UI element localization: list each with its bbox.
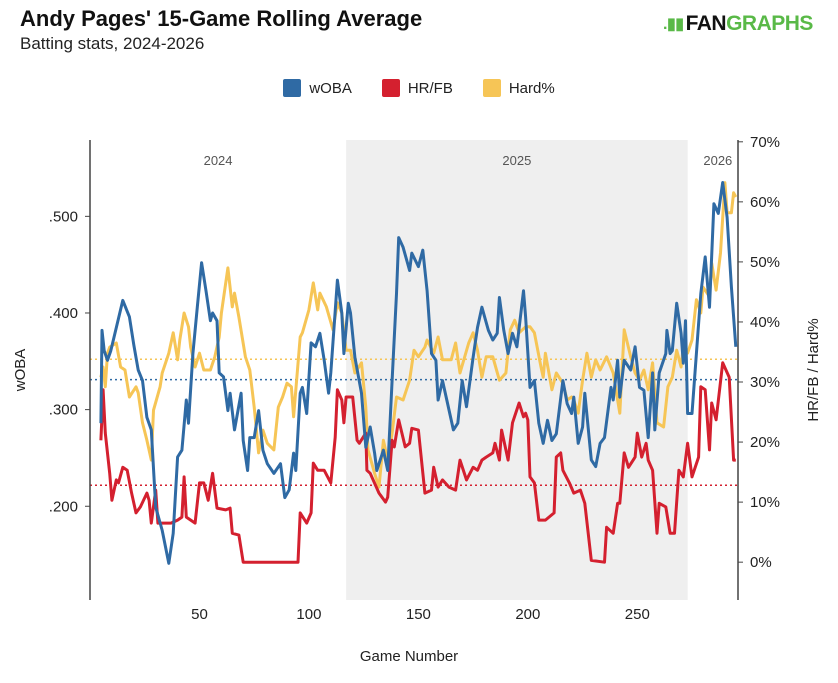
y-right-tick-label: 30%	[750, 374, 780, 391]
x-tick-label: 250	[625, 606, 650, 623]
y-axis-left-label: wOBA	[12, 349, 29, 393]
x-tick-label: 100	[296, 606, 321, 623]
legend-swatch-woba	[283, 79, 302, 97]
season-label-2026: 2026	[703, 153, 732, 168]
x-tick-label: 50	[191, 606, 208, 623]
logo-bars-icon: .▮▮	[663, 16, 684, 33]
legend-label-hrfb: HR/FB	[407, 79, 453, 97]
legend: wOBA HR/FB Hard%	[0, 79, 838, 97]
y-left-tick-label: .300	[49, 402, 78, 419]
season-label-2024: 2024	[204, 153, 233, 168]
y-left-tick-label: .400	[49, 305, 78, 322]
chart-subtitle: Batting stats, 2024-2026	[20, 34, 205, 53]
series-line-hrfb	[99, 361, 736, 564]
x-tick-label: 150	[406, 606, 431, 623]
logo-fan: FAN	[685, 12, 727, 35]
y-right-tick-label: 20%	[750, 434, 780, 451]
x-tick-label: 200	[515, 606, 540, 623]
y-right-tick-label: 70%	[750, 134, 780, 151]
logo-graphs: GRAPHS	[726, 12, 813, 35]
legend-item-hard: Hard%	[482, 79, 555, 97]
y-right-tick-label: 10%	[750, 494, 780, 511]
y-right-tick-label: 50%	[750, 254, 780, 271]
legend-label-woba: wOBA	[309, 79, 352, 97]
legend-label-hard: Hard%	[508, 79, 555, 97]
fangraphs-logo: .▮▮ FAN GRAPHS	[663, 12, 813, 36]
legend-item-woba: wOBA	[283, 79, 352, 97]
season-label-2025: 2025	[502, 153, 531, 168]
x-axis-label: Game Number	[360, 648, 458, 665]
series-line-woba	[99, 181, 738, 565]
legend-swatch-hrfb	[381, 79, 400, 97]
y-right-tick-label: 0%	[750, 554, 772, 571]
legend-item-hrfb: HR/FB	[381, 79, 453, 97]
chart-title: Andy Pages' 15-Game Rolling Average	[20, 6, 423, 31]
plot-layer: 2024 2025 2026 .200 .300 .400 .500 0% 10% 20% 30% 4…	[49, 134, 780, 623]
legend-swatch-hard	[482, 79, 501, 97]
y-right-tick-label: 60%	[750, 194, 780, 211]
y-left-tick-label: .500	[49, 208, 78, 225]
y-axis-right-label: HR/FB / Hard%	[805, 318, 822, 421]
y-right-tick-label: 40%	[750, 314, 780, 331]
y-left-tick-label: .200	[49, 498, 78, 515]
